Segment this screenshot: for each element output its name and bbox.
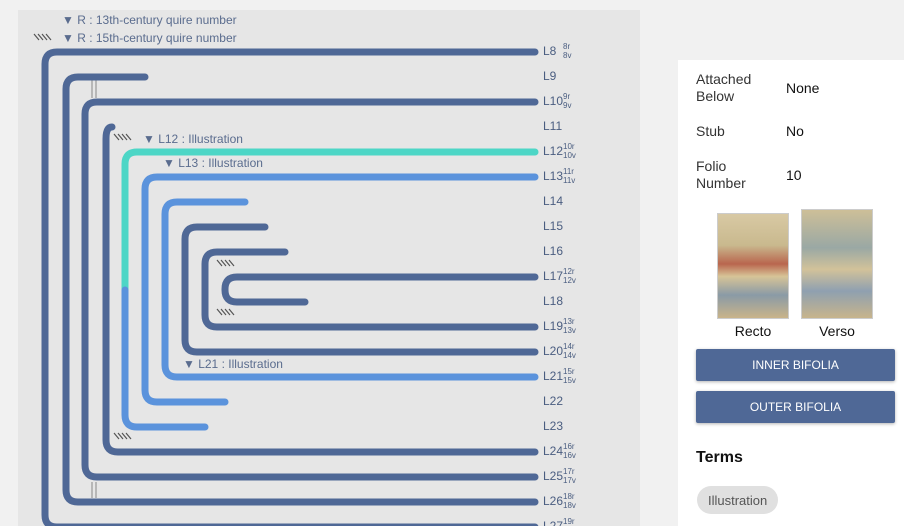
leaf-bar bbox=[161, 198, 539, 381]
annotation: ▼ L13 : Illustration bbox=[163, 156, 263, 170]
leaf-label: L27 bbox=[543, 519, 563, 526]
inner-bifolia-button[interactable]: INNER BIFOLIA bbox=[696, 349, 895, 381]
folio-label: 14r bbox=[563, 342, 575, 351]
leaf-label: L20 bbox=[543, 344, 563, 358]
folio-label: 10r bbox=[563, 142, 575, 151]
leaf-label: L25 bbox=[543, 469, 563, 483]
folio-label: 18v bbox=[563, 501, 576, 510]
image-caption: Verso bbox=[819, 323, 855, 339]
collation-diagram: ▼ R : 13th-century quire number ▼ R : 15… bbox=[18, 10, 640, 526]
folio-label: 13r bbox=[563, 317, 575, 326]
conjoin-marks bbox=[91, 80, 97, 498]
image-caption: Recto bbox=[734, 323, 772, 339]
annotation: ▼ L21 : Illustration bbox=[183, 357, 283, 371]
leaf-label: L17 bbox=[543, 269, 563, 283]
leaf-label: L14 bbox=[543, 194, 563, 208]
leaf-label: L24 bbox=[543, 444, 563, 458]
term-chip[interactable]: Illustration bbox=[697, 486, 779, 514]
leaf-bar bbox=[121, 286, 209, 431]
leaf-label: L11 bbox=[543, 119, 562, 133]
folio-label: 17r bbox=[563, 467, 575, 476]
annotation: ▼ L12 : Illustration bbox=[143, 132, 243, 146]
details-panel: Attached Below None Stub No Folio Number… bbox=[678, 60, 904, 526]
leaf-bar bbox=[201, 248, 539, 331]
leaf-label: L19 bbox=[543, 319, 563, 333]
folio-label: 12v bbox=[563, 276, 576, 285]
detail-value: 10 bbox=[786, 167, 802, 183]
leaf-label: L9 bbox=[543, 69, 557, 83]
folio-label: 11v bbox=[563, 176, 575, 185]
folio-label: 14v bbox=[563, 351, 576, 360]
leaf-label: L15 bbox=[543, 219, 563, 233]
detail-key: Folio Number bbox=[696, 158, 746, 191]
folio-label: 16r bbox=[563, 442, 575, 451]
folio-label: 9r bbox=[563, 92, 570, 101]
folio-label: 8r bbox=[563, 42, 570, 51]
quire-label: ▼ R : 15th-century quire number bbox=[62, 31, 237, 45]
folio-label: 11r bbox=[563, 167, 574, 176]
leaf-bar bbox=[141, 173, 539, 406]
leaf-bar bbox=[62, 73, 539, 506]
detail-value: No bbox=[786, 123, 804, 139]
terms-heading: Terms bbox=[696, 449, 743, 466]
outer-bifolia-button[interactable]: OUTER BIFOLIA bbox=[696, 391, 895, 423]
leaf-label: L23 bbox=[543, 419, 563, 433]
folio-label: 15v bbox=[563, 376, 576, 385]
recto-image[interactable] bbox=[717, 213, 789, 319]
detail-value: None bbox=[786, 80, 820, 96]
folio-label: 17v bbox=[563, 476, 576, 485]
leaf-bar bbox=[81, 98, 539, 481]
leaf-label: L18 bbox=[543, 294, 563, 308]
leaf-label: L12 bbox=[543, 144, 563, 158]
detail-key: Stub bbox=[696, 123, 725, 139]
leaf-label: L16 bbox=[543, 244, 563, 258]
detail-key: Attached Below bbox=[696, 71, 752, 104]
leaf-bar bbox=[121, 148, 539, 294]
leaf-label: L13 bbox=[543, 169, 563, 183]
folio-label: 15r bbox=[563, 367, 575, 376]
folio-label: 13v bbox=[563, 326, 576, 335]
leaf-label: L21 bbox=[543, 369, 563, 383]
leaf-label: L22 bbox=[543, 394, 563, 408]
leaf-bar bbox=[181, 223, 539, 356]
leaf-label: L8 bbox=[543, 44, 557, 58]
leaf-label: L10 bbox=[543, 94, 563, 108]
folio-label: 12r bbox=[563, 267, 575, 276]
leaf-bar bbox=[41, 48, 539, 526]
leaf-bar bbox=[102, 123, 539, 456]
leaf-bar bbox=[221, 273, 539, 306]
folio-label: 10v bbox=[563, 151, 576, 160]
folio-label: 18r bbox=[563, 492, 575, 501]
quire-label: ▼ R : 13th-century quire number bbox=[62, 13, 237, 27]
verso-image[interactable] bbox=[801, 209, 873, 319]
folio-label: 19r bbox=[563, 517, 575, 526]
hatch-icons bbox=[33, 33, 235, 440]
folio-label: 16v bbox=[563, 451, 576, 460]
folio-label: 9v bbox=[563, 101, 571, 110]
folio-label: 8v bbox=[563, 51, 571, 60]
leaf-label: L26 bbox=[543, 494, 563, 508]
